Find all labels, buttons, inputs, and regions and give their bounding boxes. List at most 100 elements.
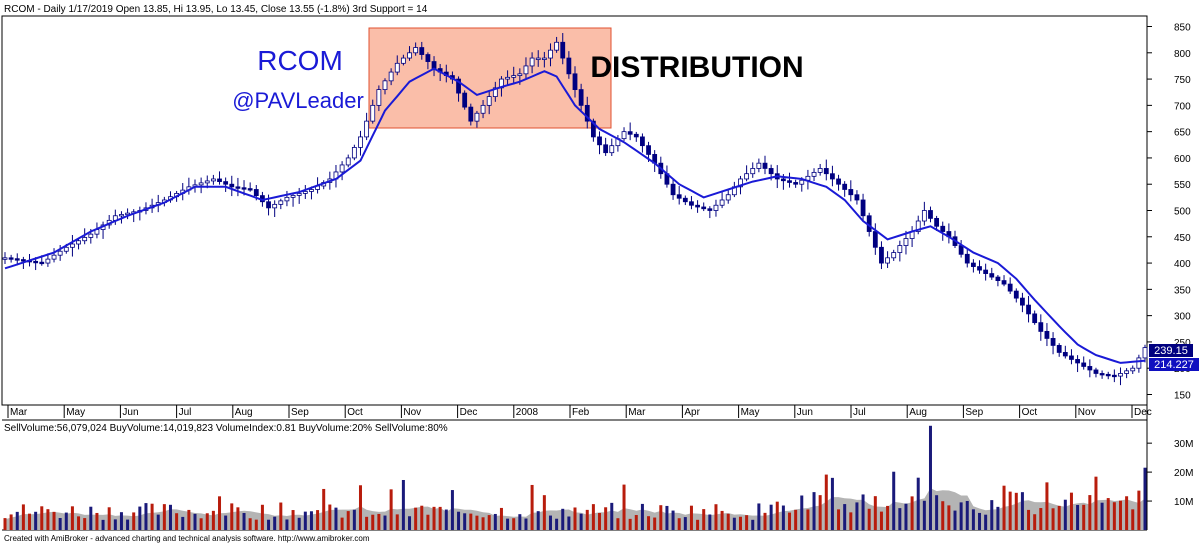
price-bar: [915, 215, 921, 235]
sell-volume-bar: [175, 513, 179, 530]
sell-volume-bar: [824, 474, 828, 530]
price-bar: [1056, 343, 1062, 357]
buy-volume-bar: [751, 519, 755, 530]
price-bar: [554, 36, 560, 53]
price-bar: [419, 41, 425, 60]
price-bar: [940, 221, 946, 241]
sell-volume-bar: [95, 512, 99, 530]
sell-volume-bar: [199, 518, 203, 530]
sell-volume-bar: [377, 513, 381, 530]
time-tick-label: Jul: [179, 407, 192, 418]
price-bar: [934, 215, 940, 231]
price-bar: [640, 133, 645, 153]
sell-volume-bar: [316, 510, 320, 530]
sell-volume-bar: [738, 516, 742, 530]
sell-volume-bar: [616, 518, 620, 530]
price-bar: [394, 55, 400, 76]
buy-volume-bar: [800, 495, 804, 530]
buy-volume-bar: [812, 492, 816, 530]
price-bar: [897, 240, 903, 262]
sell-volume-bar: [1014, 492, 1018, 530]
buy-volume-bar: [273, 516, 277, 530]
sell-volume-bar: [432, 506, 436, 530]
price-bar: [76, 237, 81, 250]
price-bar: [1124, 368, 1130, 379]
price-bar: [382, 78, 388, 95]
time-tick-label: Jun: [122, 407, 138, 418]
sell-volume-bar: [702, 509, 706, 530]
sell-volume-bar: [573, 507, 577, 530]
buy-volume-bar: [781, 505, 785, 530]
sell-volume-bar: [3, 518, 7, 530]
sell-volume-bar: [806, 509, 810, 530]
sell-volume-bar: [849, 512, 853, 530]
price-bar: [609, 138, 615, 157]
buy-volume-bar: [843, 504, 847, 530]
price-bar: [670, 179, 676, 200]
buy-volume-bar: [708, 514, 712, 530]
time-tick-label: Dec: [1134, 407, 1152, 418]
buy-volume-bar: [267, 519, 271, 530]
buy-volume-bar: [953, 510, 957, 530]
price-bar: [928, 206, 933, 223]
buy-volume-bar: [861, 494, 865, 530]
sell-volume-bar: [1045, 482, 1049, 530]
price-bar: [1062, 345, 1068, 359]
price-bar: [603, 137, 609, 156]
price-bar: [1093, 367, 1099, 378]
time-axis: Mar May Jun Jul Aug Sep Oct Nov Dec 2008 Feb Mar Apr…: [7, 405, 1152, 418]
sell-volume-bar: [628, 518, 632, 530]
sell-volume-bar: [720, 510, 724, 530]
buy-volume-bar: [904, 503, 908, 530]
price-bar: [364, 112, 370, 141]
buy-volume-bar: [309, 511, 313, 530]
price-bar: [560, 33, 566, 65]
time-tick-label: Aug: [909, 407, 927, 418]
sell-volume-bar: [1082, 504, 1086, 530]
buy-volume-bar: [671, 510, 675, 530]
sell-volume-bar: [1088, 495, 1092, 530]
price-bar: [572, 66, 578, 98]
price-bar: [45, 253, 51, 267]
price-bar: [541, 51, 547, 68]
buy-volume-bar: [524, 518, 528, 530]
sell-volume-bar: [598, 512, 602, 530]
price-tick-label: 150: [1174, 390, 1191, 401]
sell-volume-bar: [714, 504, 718, 530]
sell-volume-bar: [1033, 514, 1037, 530]
sell-volume-bar: [21, 504, 25, 530]
time-tick-label: Feb: [572, 407, 590, 418]
sell-volume-bar: [886, 505, 890, 530]
price-bar: [51, 248, 57, 263]
price-bar: [854, 190, 860, 205]
price-bar: [82, 228, 88, 245]
buy-volume-bar: [830, 477, 834, 530]
price-bar: [125, 208, 130, 220]
price-bar: [235, 177, 241, 197]
buy-volume-bar: [224, 515, 228, 530]
sell-volume-bar: [358, 485, 362, 530]
price-bar: [1118, 367, 1123, 386]
time-tick-label: May: [66, 407, 85, 418]
price-tick-label: 350: [1174, 285, 1191, 296]
price-bar: [535, 50, 541, 67]
sell-volume-bar: [604, 507, 608, 530]
price-bar: [633, 131, 639, 142]
time-tick-label: Sep: [965, 407, 983, 418]
price-bar: [964, 248, 970, 268]
buy-volume-bar: [665, 505, 669, 530]
buy-volume-bar: [1063, 499, 1067, 530]
price-bar: [529, 52, 535, 74]
price-bar: [486, 90, 492, 115]
price-bar: [223, 177, 229, 192]
price-bar: [1099, 370, 1105, 379]
sell-volume-bar: [77, 516, 81, 530]
sell-volume-bar: [438, 506, 442, 530]
volume-axis: 10M 20M 30M: [1147, 439, 1193, 508]
buy-volume-bar: [579, 513, 583, 530]
buy-volume-bar: [64, 512, 68, 530]
sell-volume-bar: [941, 501, 945, 530]
time-tick-label: Nov: [403, 407, 421, 418]
buy-volume-bar: [640, 503, 644, 530]
sell-volume-bar: [818, 495, 822, 530]
